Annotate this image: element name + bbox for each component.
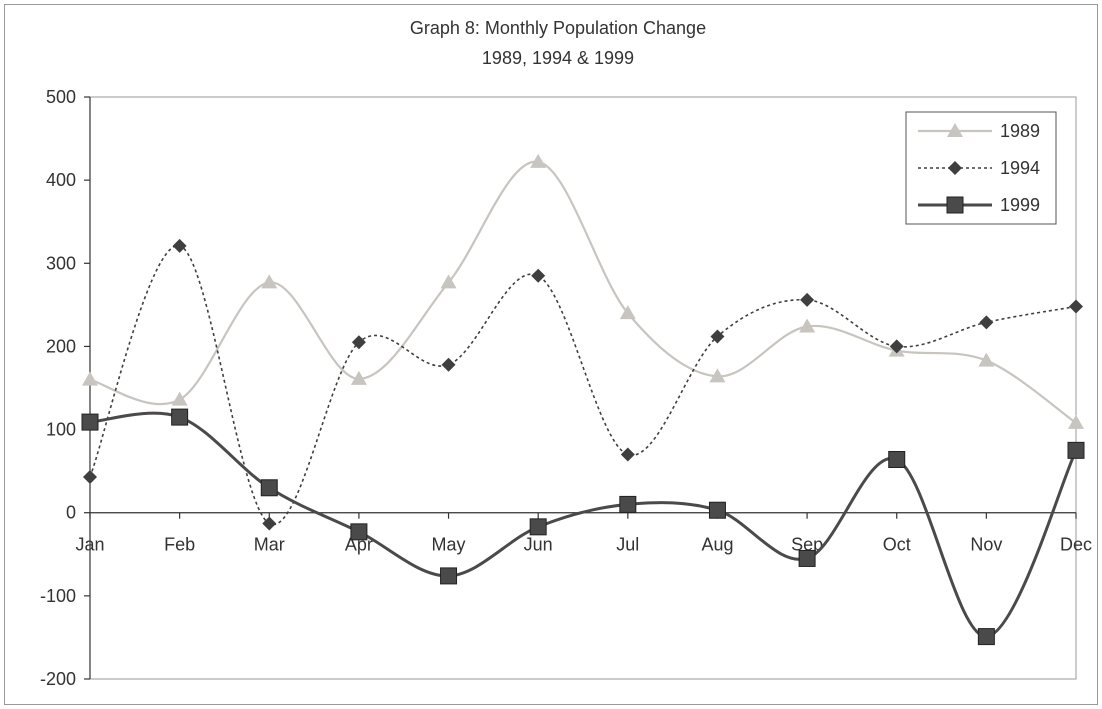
x-tick-label: Jun	[524, 535, 553, 555]
data-point	[172, 238, 187, 253]
data-point	[888, 451, 906, 469]
y-tick-label: -200	[40, 669, 76, 689]
data-point	[440, 567, 458, 585]
x-tick-label: Nov	[970, 535, 1002, 555]
data-point	[1068, 414, 1084, 429]
series-layer	[81, 153, 1085, 646]
data-point	[82, 371, 98, 386]
data-point	[619, 495, 637, 513]
series-1999	[81, 408, 1085, 646]
data-point	[441, 357, 456, 372]
chart-subtitle: 1989, 1994 & 1999	[482, 48, 634, 68]
data-point	[171, 408, 189, 426]
data-point	[1067, 441, 1085, 459]
legend-label: 1989	[1000, 121, 1040, 141]
data-point	[171, 391, 188, 406]
series-line	[89, 411, 1078, 639]
x-tick-label: Feb	[164, 535, 195, 555]
data-point	[531, 268, 546, 283]
x-tick-label: Aug	[701, 535, 733, 555]
chart-title: Graph 8: Monthly Population Change	[410, 18, 706, 38]
legend-marker	[946, 196, 964, 214]
legend-marker	[948, 161, 962, 175]
legend-label: 1994	[1000, 158, 1040, 178]
data-point	[262, 516, 277, 531]
y-tick-label: 400	[46, 170, 76, 190]
legend-marker	[947, 123, 963, 137]
x-tick-label: Jan	[75, 535, 104, 555]
x-tick-label: Dec	[1060, 535, 1092, 555]
data-point	[799, 318, 816, 333]
y-tick-label: 200	[46, 336, 76, 356]
data-point	[261, 274, 278, 289]
data-point	[979, 315, 994, 330]
series-line	[89, 245, 1077, 526]
data-point	[530, 153, 547, 168]
data-point	[529, 518, 547, 536]
y-tick-label: 100	[46, 420, 76, 440]
x-tick-label: Sep	[791, 535, 823, 555]
legend: 1989 1994 1999	[905, 111, 1057, 225]
y-tick-label: 500	[46, 87, 76, 107]
data-point	[619, 305, 636, 320]
y-tick-label: 300	[46, 253, 76, 273]
x-tick-label: Oct	[883, 535, 911, 555]
data-point	[798, 549, 816, 567]
x-tick-label: Jul	[616, 535, 639, 555]
data-point	[710, 329, 725, 344]
data-point	[800, 292, 815, 307]
data-point	[977, 628, 995, 646]
legend-label: 1999	[1000, 195, 1040, 215]
data-point	[889, 339, 904, 354]
data-point	[350, 370, 367, 385]
data-point	[1069, 299, 1083, 314]
data-point	[350, 523, 368, 541]
data-point	[260, 479, 278, 497]
y-tick-label: 0	[66, 503, 76, 523]
data-point	[440, 274, 457, 289]
data-point	[351, 335, 366, 350]
x-tick-label: May	[432, 535, 466, 555]
x-tick-label: Mar	[254, 535, 285, 555]
series-1994	[83, 238, 1083, 531]
data-point	[708, 501, 726, 519]
data-point	[83, 469, 97, 484]
data-point	[81, 413, 99, 431]
data-point	[709, 368, 726, 383]
y-tick-label: -100	[40, 586, 76, 606]
data-point	[978, 352, 995, 367]
data-point	[620, 447, 635, 462]
